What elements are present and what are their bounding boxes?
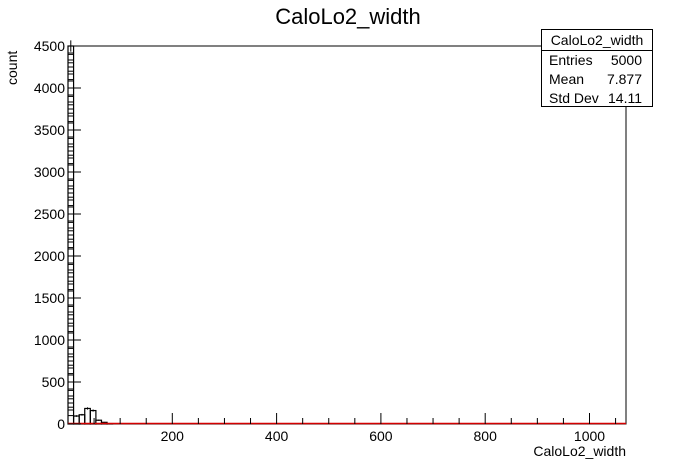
y-axis-tick-label: 0: [57, 416, 65, 432]
stats-label: Entries: [549, 52, 593, 68]
histogram-bin: [89, 409, 97, 425]
stats-row-mean: Mean 7.877: [542, 70, 652, 89]
stats-label: Std Dev: [549, 90, 599, 106]
stats-box: CaloLo2_width Entries 5000 Mean 7.877 St…: [541, 29, 653, 107]
x-axis-tick-label: 400: [265, 428, 289, 444]
x-axis-tick-label: 1000: [574, 428, 605, 444]
stats-value: 7.877: [606, 71, 642, 87]
y-axis-tick-label: 4500: [34, 38, 65, 54]
histogram-bin: [78, 414, 86, 425]
y-axis: 0 500 1000 1500 2000 2500 3000 3500 4000 4500: [34, 38, 81, 432]
y-axis-tick-label: 2000: [34, 248, 65, 264]
x-axis: 200 400 600 800 1000: [93, 413, 617, 444]
x-axis-tick-label: 600: [369, 428, 393, 444]
y-axis-tick-label: 3500: [34, 122, 65, 138]
x-axis-tick-label: 200: [161, 428, 185, 444]
stats-row-entries: Entries 5000: [542, 51, 652, 70]
y-axis-tick-label: 3000: [34, 164, 65, 180]
histogram-bin: [84, 407, 91, 425]
y-axis-tick-label: 500: [42, 374, 66, 390]
y-axis-tick-label: 1000: [34, 332, 65, 348]
x-axis-tick-label: 800: [474, 428, 498, 444]
y-axis-title: count: [4, 51, 20, 85]
y-axis-tick-label: 4000: [34, 80, 65, 96]
y-axis-tick-label: 1500: [34, 290, 65, 306]
stats-value: 5000: [610, 52, 642, 68]
stats-label: Mean: [549, 71, 585, 87]
stats-row-std-dev: Std Dev 14.11: [542, 89, 652, 108]
y-axis-tick-label: 2500: [34, 206, 65, 222]
chart-title: CaloLo2_width: [275, 4, 421, 29]
stats-value: 14.11: [608, 90, 642, 106]
stats-box-title: CaloLo2_width: [542, 30, 652, 51]
x-axis-title: CaloLo2_width: [533, 443, 626, 459]
